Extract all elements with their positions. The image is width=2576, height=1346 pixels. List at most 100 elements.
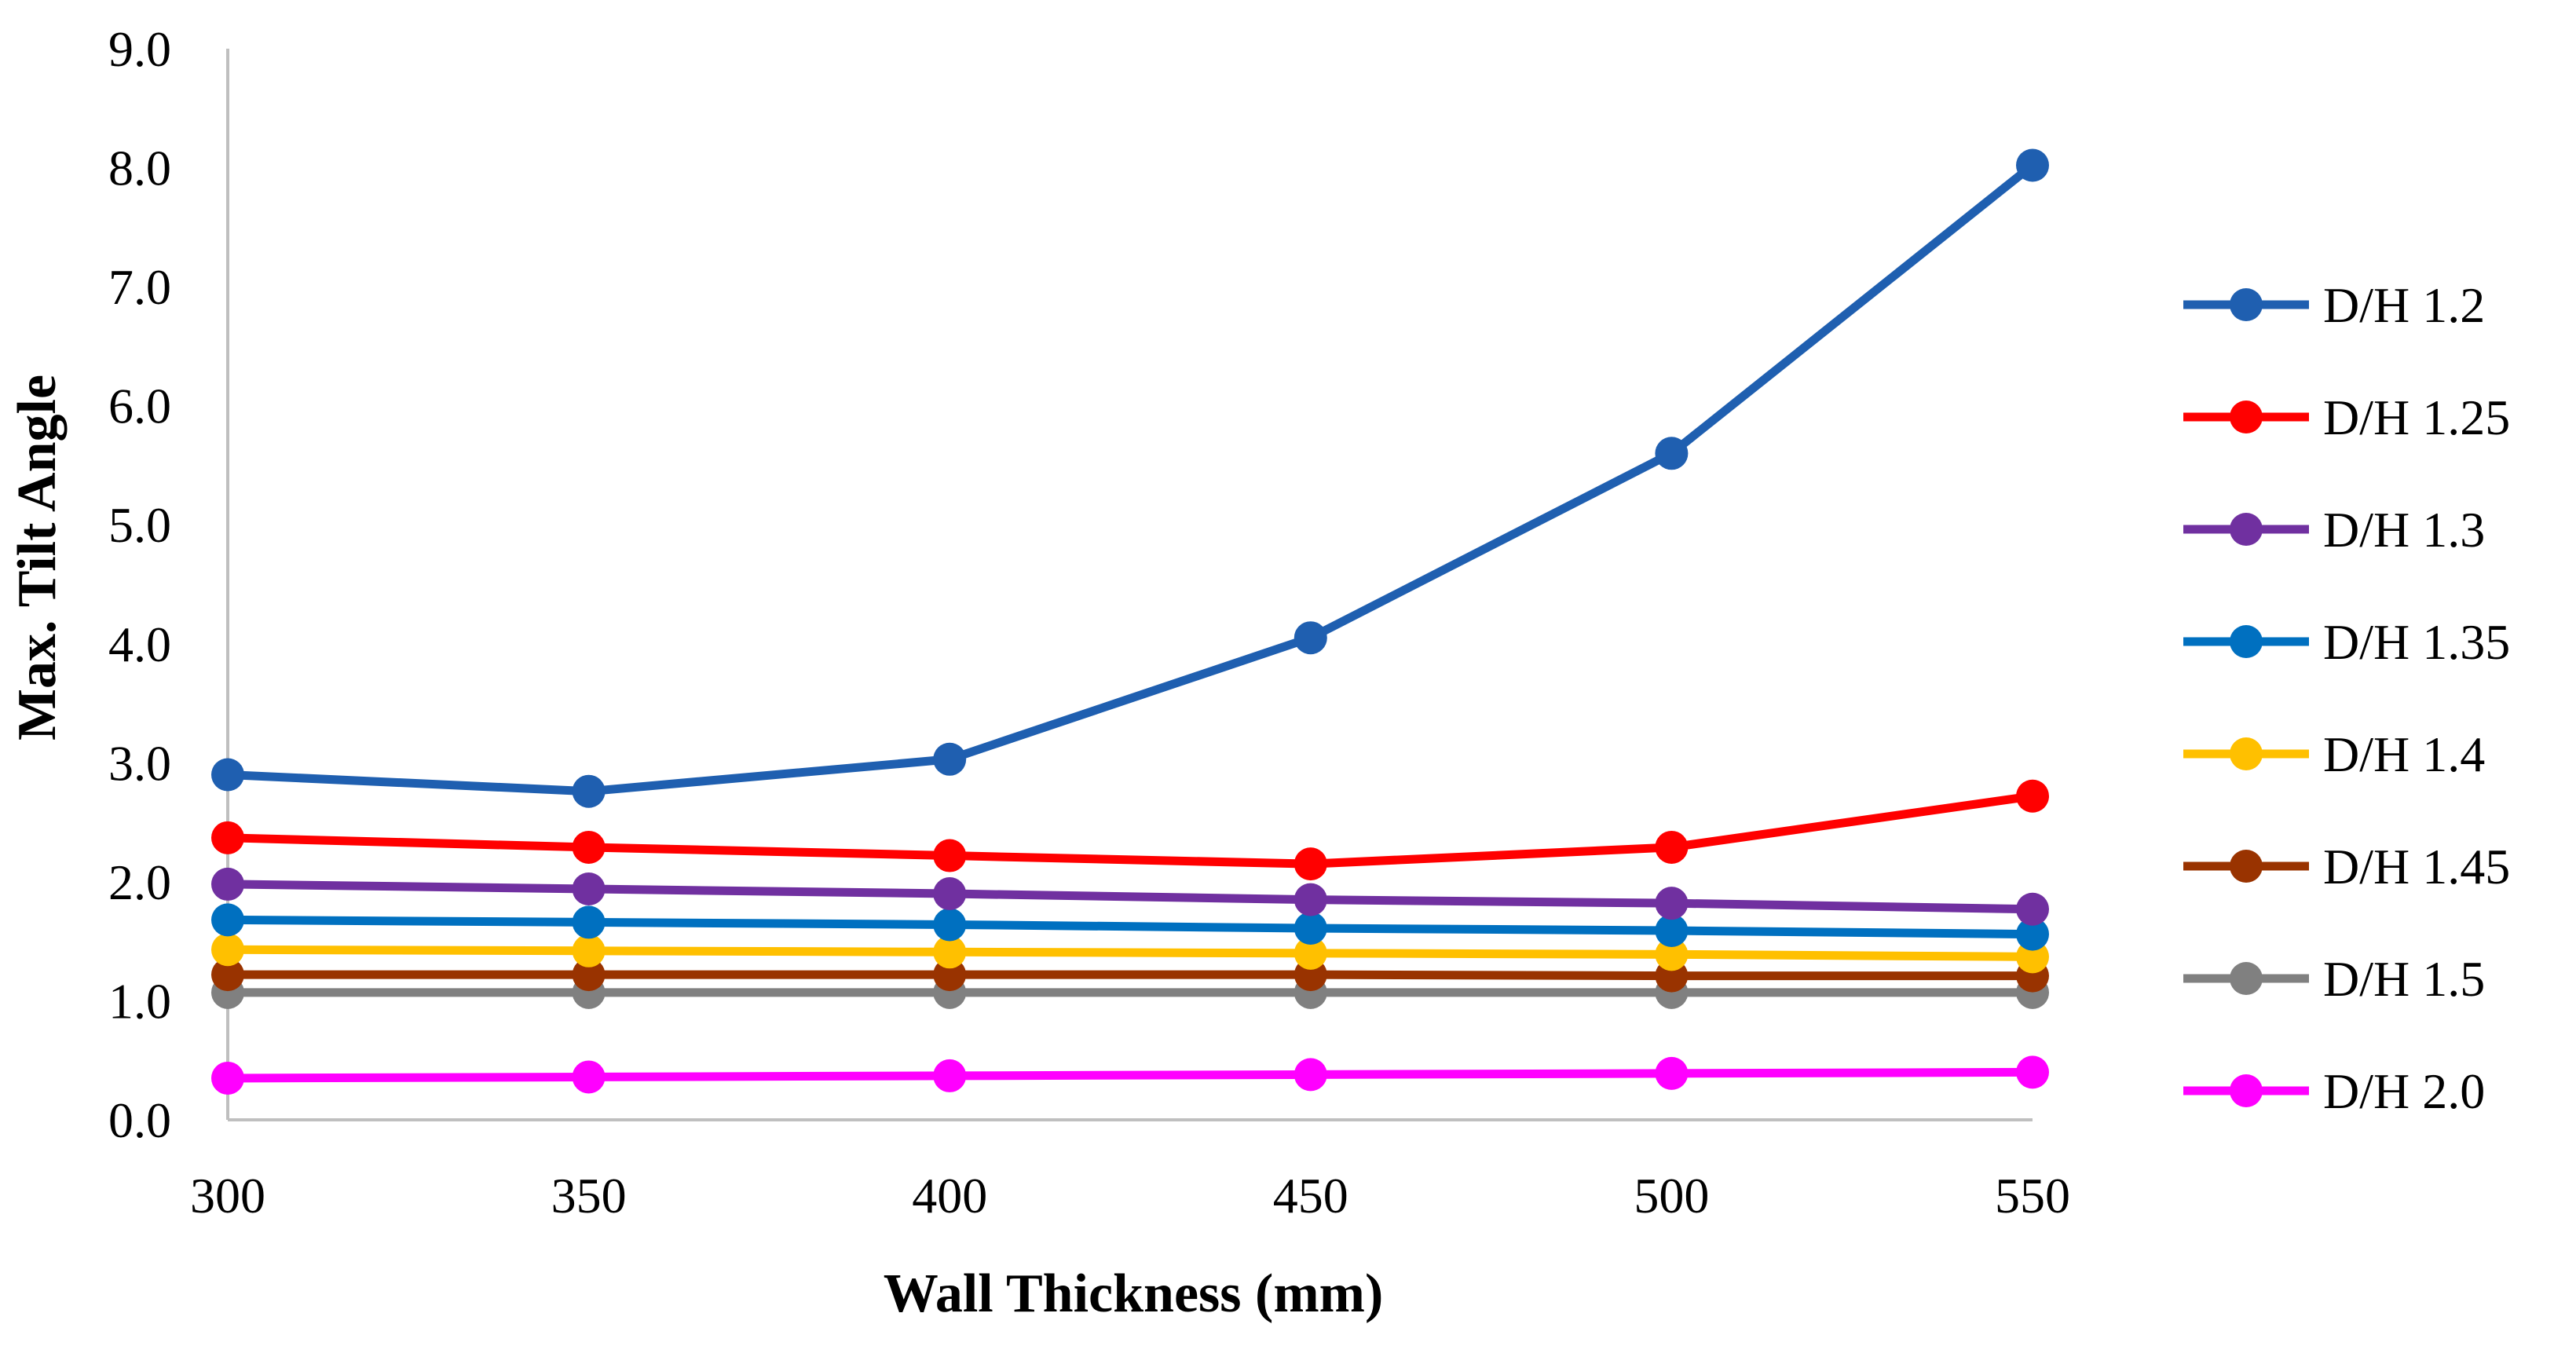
- legend-label: D/H 1.3: [2323, 502, 2485, 558]
- data-point: [211, 758, 244, 792]
- series-d-h-1-2: [211, 148, 2049, 808]
- legend-entry: D/H 2.0: [2183, 1063, 2485, 1119]
- series-line: [227, 162, 2036, 796]
- series-d-h-1-25: [211, 779, 2049, 881]
- legend-swatch-marker: [2230, 1074, 2263, 1107]
- series-line: [227, 915, 2033, 939]
- data-point: [572, 1060, 606, 1094]
- data-point: [933, 908, 967, 942]
- legend-entry: D/H 1.25: [2183, 390, 2510, 445]
- data-point: [1293, 621, 1327, 655]
- y-axis-title: Max. Tilt Angle: [7, 375, 68, 741]
- data-point: [2016, 148, 2049, 182]
- series-line: [227, 945, 2033, 961]
- x-axis-title: Wall Thickness (mm): [884, 1264, 1384, 1324]
- series-d-h-1-35: [211, 903, 2049, 951]
- data-point: [2016, 917, 2049, 951]
- legend-label: D/H 1.2: [2323, 277, 2485, 333]
- data-point: [572, 872, 606, 905]
- series-line: [227, 792, 2033, 869]
- data-point: [933, 1059, 967, 1092]
- data-point: [1655, 887, 1689, 920]
- data-point: [933, 742, 967, 776]
- data-point: [211, 958, 244, 992]
- data-point: [1655, 830, 1689, 864]
- legend-swatch-marker: [2230, 737, 2263, 770]
- x-tick-label: 400: [912, 1168, 987, 1223]
- x-tick-label: 300: [190, 1168, 265, 1223]
- data-point: [211, 821, 244, 854]
- y-tick-label: 7.0: [108, 259, 171, 315]
- legend-swatch-marker: [2230, 401, 2263, 433]
- legend-label: D/H 1.25: [2323, 390, 2510, 445]
- data-point: [572, 905, 606, 939]
- series-d-h-2-0: [211, 1055, 2049, 1095]
- x-tick-label: 550: [1995, 1168, 2070, 1223]
- y-tick-label: 8.0: [108, 141, 171, 196]
- legend-swatch-marker: [2230, 513, 2263, 546]
- y-tick-label: 4.0: [108, 616, 171, 672]
- data-point: [572, 830, 606, 864]
- data-point: [933, 877, 967, 911]
- data-point: [211, 903, 244, 937]
- data-point: [2016, 1055, 2049, 1089]
- data-point: [1293, 883, 1327, 916]
- data-point: [211, 933, 244, 967]
- legend-entry: D/H 1.35: [2183, 614, 2510, 670]
- y-tick-label: 9.0: [108, 21, 171, 77]
- data-point: [211, 1061, 244, 1095]
- legend: D/H 1.2 D/H 1.25 D/H 1.3 D/H 1.35 D/H 1.4 D/H…: [2183, 277, 2510, 1119]
- legend-swatch-marker: [2230, 962, 2263, 995]
- data-point: [1655, 914, 1689, 948]
- legend-entry: D/H 1.45: [2183, 839, 2510, 894]
- data-point: [933, 839, 967, 872]
- data-point: [1293, 847, 1327, 881]
- legend-swatch-marker: [2230, 288, 2263, 321]
- legend-entry: D/H 1.5: [2183, 951, 2485, 1007]
- x-tick-label: 450: [1273, 1168, 1348, 1223]
- y-tick-label: 2.0: [108, 854, 171, 910]
- series-line: [227, 880, 2033, 914]
- legend-swatch-marker: [2230, 625, 2263, 658]
- data-point: [211, 867, 244, 901]
- series-layer: [211, 148, 2049, 1095]
- x-tick-label: 500: [1634, 1168, 1709, 1223]
- legend-label: D/H 1.45: [2323, 839, 2510, 894]
- series-line: [228, 970, 2033, 981]
- legend-label: D/H 2.0: [2323, 1063, 2485, 1119]
- y-tick-label: 1.0: [108, 973, 171, 1029]
- data-point: [933, 958, 967, 992]
- data-point: [2016, 892, 2049, 926]
- data-point: [572, 958, 606, 992]
- legend-label: D/H 1.35: [2323, 614, 2510, 670]
- legend-entry: D/H 1.3: [2183, 502, 2485, 558]
- data-point: [1655, 1056, 1689, 1090]
- data-point: [1293, 1058, 1327, 1092]
- x-tick-label: 350: [551, 1168, 627, 1223]
- data-point: [2016, 940, 2049, 974]
- data-point: [572, 934, 606, 967]
- data-point: [933, 935, 967, 969]
- data-point: [1655, 938, 1689, 971]
- series-d-h-1-45: [211, 958, 2049, 993]
- y-tick-label: 6.0: [108, 379, 171, 434]
- x-axis: 300 350 400 450 500 550: [190, 1118, 2070, 1223]
- data-point: [572, 774, 606, 808]
- series-d-h-1-5: [211, 975, 2049, 1009]
- data-point: [2016, 779, 2049, 813]
- legend-label: D/H 1.4: [2323, 726, 2485, 782]
- y-tick-label: 3.0: [108, 735, 171, 791]
- data-point: [1655, 437, 1689, 470]
- y-tick-label: 5.0: [108, 497, 171, 553]
- series-d-h-1-4: [211, 933, 2049, 974]
- data-point: [1293, 911, 1327, 945]
- legend-label: D/H 1.5: [2323, 951, 2485, 1007]
- legend-swatch-marker: [2230, 850, 2263, 883]
- legend-entry: D/H 1.2: [2183, 277, 2485, 333]
- series-line: [227, 1067, 2033, 1083]
- data-point: [1293, 936, 1327, 970]
- y-axis: 0.0 1.0 2.0 3.0 4.0 5.0 6.0 7.0 8.0 9.0: [108, 21, 229, 1148]
- legend-entry: D/H 1.4: [2183, 726, 2485, 782]
- series-d-h-1-3: [211, 867, 2049, 926]
